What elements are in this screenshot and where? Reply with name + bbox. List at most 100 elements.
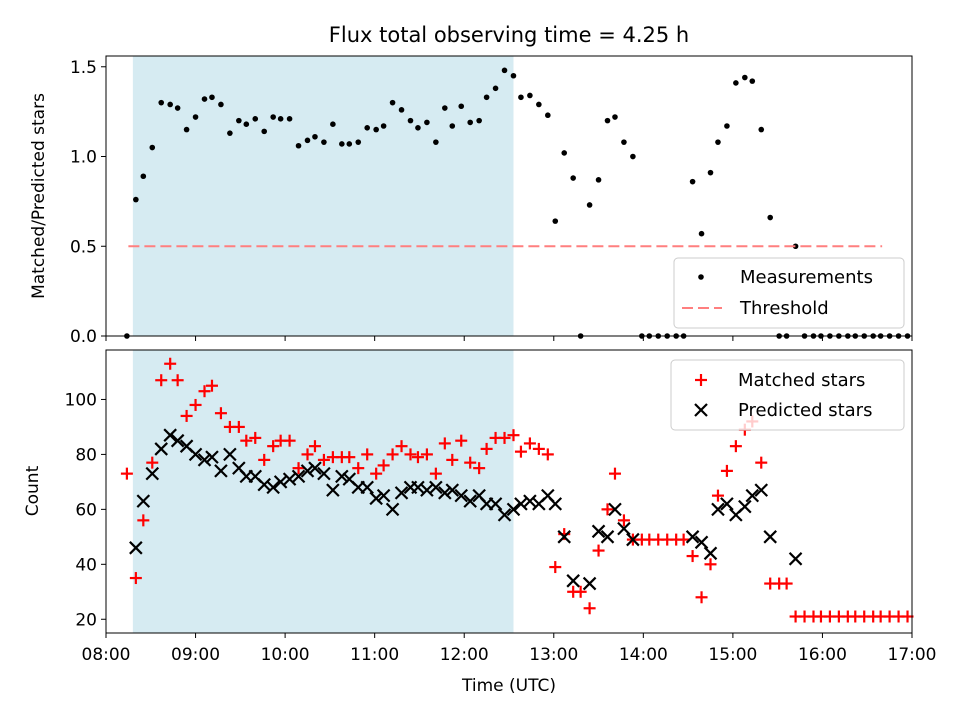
predicted-star-point [438, 486, 452, 500]
matched-star-point [164, 357, 177, 370]
matched-star-point [464, 456, 477, 469]
matched-star-point [370, 467, 383, 480]
predicted-star-point [488, 497, 503, 511]
predicted-star-point [711, 502, 725, 517]
bottom-legend-box [670, 359, 905, 431]
measurement-point [304, 137, 311, 144]
measurement-point [236, 117, 242, 124]
matched-star-point [249, 431, 262, 444]
measurement-point [380, 123, 387, 129]
predicted-star-point [720, 497, 734, 511]
matched-star-point [601, 503, 614, 516]
predicted-star-point [214, 464, 228, 478]
predicted-star-point [566, 574, 580, 588]
measurement-point [733, 80, 739, 86]
predicted-star-point [591, 524, 606, 539]
predicted-star-point [136, 494, 151, 508]
predicted-star-point [129, 541, 143, 555]
top-axes-frame [105, 55, 913, 337]
bottom-x-tick-label: 08:00 [82, 645, 131, 665]
legend-matched-marker [695, 374, 707, 386]
top-panel: 0.0 0.5 1.0 1.5 Matched/Predicted stars Mea… [29, 55, 913, 347]
measurement-point [689, 178, 696, 185]
matched-star-point [473, 462, 486, 475]
predicted-star-point [608, 502, 622, 517]
matched-star-point [608, 467, 621, 480]
predicted-star-point [514, 497, 528, 511]
matched-star-point [498, 431, 511, 444]
bottom-y-tick-label: 80 [75, 445, 97, 465]
matched-star-point [155, 374, 168, 387]
measurement-point [458, 103, 465, 110]
predicted-star-point [291, 469, 306, 484]
predicted-star-point [754, 483, 769, 497]
measurement-point [398, 107, 405, 113]
predicted-star-point [600, 530, 615, 544]
matched-star-point [240, 434, 253, 447]
matched-star-point [455, 434, 468, 447]
predicted-star-point [694, 535, 709, 550]
matched-star-point [120, 467, 133, 480]
matched-star-point [395, 440, 408, 453]
measurement-point [227, 130, 233, 136]
legend-measurements-marker [698, 274, 704, 280]
measurement-point [742, 74, 748, 81]
measurement-point [415, 124, 421, 131]
top-y-tick-label: 0.0 [70, 327, 97, 347]
matched-star-point [438, 437, 451, 450]
measurement-point [192, 114, 199, 120]
measurement-point [339, 141, 345, 147]
bottom-x-axis: 08:00 09:00 10:00 11:00 12:00 13:00 14:00 15:00… [82, 633, 937, 665]
predicted-star-point [745, 488, 760, 503]
predicted-star-point [170, 433, 185, 448]
matched-star-point [574, 585, 587, 598]
measurement-point [483, 94, 490, 101]
measurement-point [277, 116, 284, 122]
matched-star-point [189, 398, 202, 411]
predicted-star-point [394, 486, 409, 500]
matched-star-point [232, 420, 245, 433]
predicted-star-point [145, 466, 160, 481]
measurement-point [346, 141, 353, 147]
predicted-star-point [788, 552, 803, 566]
measurement-point [261, 128, 268, 135]
top-y-tick-label: 1.5 [70, 58, 97, 78]
top-y-tick-label: 1.0 [70, 148, 97, 168]
matched-star-point [695, 591, 708, 604]
bottom-x-tick-label: 15:00 [708, 645, 757, 665]
predicted-star-point [617, 521, 631, 536]
legend-threshold-label: Threshold [739, 298, 829, 319]
predicted-star-point [335, 469, 349, 484]
matched-star-point [541, 448, 554, 461]
measurement-point [698, 230, 705, 237]
matched-star-point [258, 453, 271, 466]
matched-star-point [180, 409, 193, 422]
matched-star-point [532, 442, 545, 455]
predicted-star-point [273, 475, 288, 489]
predicted-star-point [308, 461, 322, 475]
measurement-point [243, 121, 250, 128]
bottom-x-tick-label: 09:00 [171, 645, 220, 665]
predicted-star-point [738, 499, 752, 514]
predicted-star-point [445, 483, 460, 497]
matched-star-point [214, 407, 227, 420]
matched-star-point [429, 467, 442, 480]
matched-star-point [677, 533, 690, 546]
bottom-legend: Matched stars Predicted stars [670, 359, 905, 431]
top-legend: Measurements Threshold [673, 257, 905, 329]
predicted-star-point [454, 488, 469, 503]
matched-star-point [292, 462, 305, 475]
measurement-point [364, 124, 371, 131]
measurement-point [321, 139, 327, 145]
matched-star-point [507, 429, 520, 442]
top-x-axis-ticks [105, 336, 913, 341]
predicted-star-point [497, 508, 512, 522]
matched-star-point [720, 464, 733, 477]
predicted-star-point [703, 546, 718, 561]
matched-star-point [446, 453, 459, 466]
measurement-point [149, 144, 156, 151]
bottom-x-tick-label: 11:00 [350, 645, 399, 665]
matched-star-point [377, 459, 390, 472]
predicted-star-point [369, 491, 383, 506]
